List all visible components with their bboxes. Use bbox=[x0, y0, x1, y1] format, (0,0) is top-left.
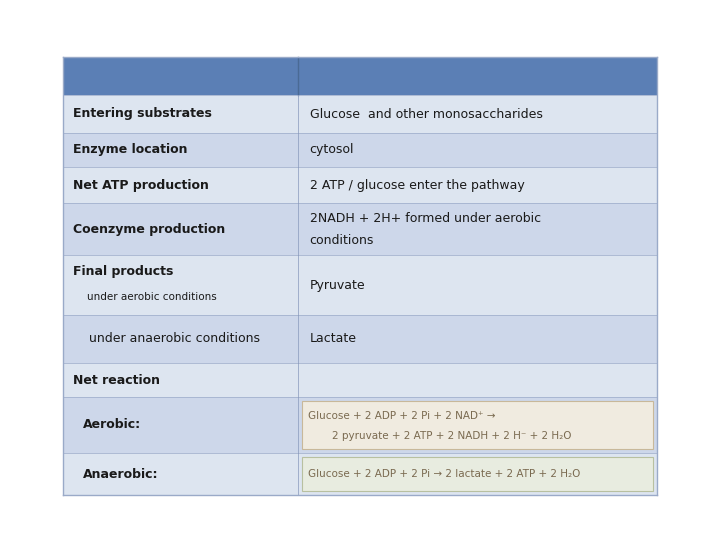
Text: 2 ATP / glucose enter the pathway: 2 ATP / glucose enter the pathway bbox=[310, 179, 524, 192]
Text: Net ATP production: Net ATP production bbox=[73, 179, 209, 192]
Text: under aerobic conditions: under aerobic conditions bbox=[87, 292, 217, 302]
Text: Net reaction: Net reaction bbox=[73, 374, 160, 387]
Text: conditions: conditions bbox=[310, 234, 374, 247]
Bar bbox=[302, 457, 653, 491]
Bar bbox=[302, 401, 653, 449]
Text: Glucose + 2 ADP + 2 Pi → 2 lactate + 2 ATP + 2 H₂O: Glucose + 2 ADP + 2 Pi → 2 lactate + 2 A… bbox=[307, 469, 580, 479]
Text: Entering substrates: Entering substrates bbox=[73, 107, 212, 120]
Text: Pyruvate: Pyruvate bbox=[310, 279, 365, 292]
Bar bbox=[63, 255, 657, 315]
Bar bbox=[63, 203, 657, 255]
Text: Coenzyme production: Coenzyme production bbox=[73, 222, 225, 235]
Bar bbox=[63, 363, 657, 397]
Bar bbox=[63, 133, 657, 167]
Text: Final products: Final products bbox=[73, 265, 174, 278]
Bar bbox=[63, 397, 657, 453]
Bar bbox=[63, 167, 657, 203]
Bar bbox=[63, 453, 657, 495]
Text: Anaerobic:: Anaerobic: bbox=[83, 468, 158, 481]
Text: Enzyme location: Enzyme location bbox=[73, 144, 187, 157]
Text: Lactate: Lactate bbox=[310, 333, 356, 346]
Text: under anaerobic conditions: under anaerobic conditions bbox=[73, 333, 260, 346]
Bar bbox=[63, 95, 657, 133]
Text: Aerobic:: Aerobic: bbox=[83, 418, 141, 431]
Text: 2 pyruvate + 2 ATP + 2 NADH + 2 H⁻ + 2 H₂O: 2 pyruvate + 2 ATP + 2 NADH + 2 H⁻ + 2 H… bbox=[332, 430, 571, 441]
Text: Glucose  and other monosaccharides: Glucose and other monosaccharides bbox=[310, 107, 542, 120]
Text: 2NADH + 2H+ formed under aerobic: 2NADH + 2H+ formed under aerobic bbox=[310, 212, 541, 225]
Bar bbox=[63, 315, 657, 363]
Bar bbox=[63, 57, 657, 95]
Text: Glucose + 2 ADP + 2 Pi + 2 NAD⁺ →: Glucose + 2 ADP + 2 Pi + 2 NAD⁺ → bbox=[307, 411, 495, 421]
Text: cytosol: cytosol bbox=[310, 144, 354, 157]
